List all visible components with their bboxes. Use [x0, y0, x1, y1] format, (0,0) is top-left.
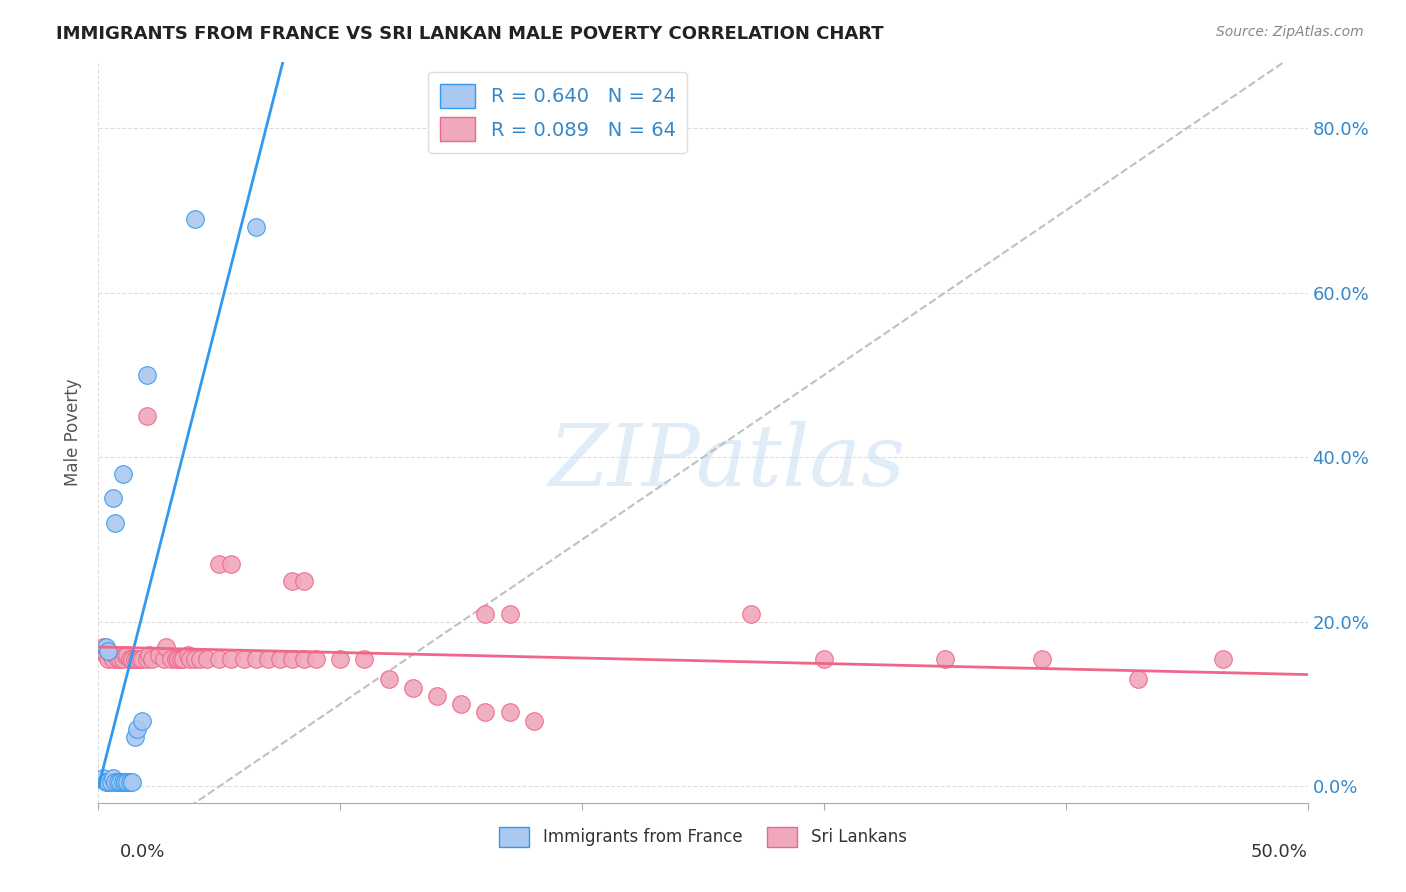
Point [124, 730, 146, 744]
Point [138, 648, 160, 662]
Point [208, 558, 231, 572]
Point [188, 652, 211, 666]
Point [101, 652, 124, 666]
Point [121, 775, 143, 789]
Point [474, 706, 496, 720]
Point [135, 409, 157, 424]
Point [269, 652, 291, 666]
Point [245, 652, 267, 666]
Point [155, 640, 177, 654]
Point [111, 652, 134, 666]
Point [169, 652, 191, 666]
Point [101, 491, 124, 506]
Point [474, 607, 496, 621]
Text: Source: ZipAtlas.com: Source: ZipAtlas.com [1216, 25, 1364, 39]
Point [117, 648, 139, 662]
Point [329, 652, 352, 666]
Point [97, 775, 120, 789]
Point [108, 775, 131, 789]
Point [167, 652, 190, 666]
Point [118, 652, 141, 666]
Y-axis label: Male Poverty: Male Poverty [65, 379, 83, 486]
Point [104, 648, 127, 662]
Point [256, 652, 278, 666]
Point [101, 771, 124, 785]
Point [450, 697, 472, 711]
Point [498, 706, 520, 720]
Text: 0.0%: 0.0% [120, 843, 165, 861]
Point [221, 652, 243, 666]
Point [740, 607, 762, 621]
Point [94, 775, 117, 789]
Point [94, 640, 117, 654]
Point [934, 652, 956, 666]
Point [208, 652, 231, 666]
Point [108, 652, 131, 666]
Text: ZIPatlas: ZIPatlas [548, 421, 905, 504]
Point [221, 558, 243, 572]
Point [118, 775, 141, 789]
Point [245, 219, 267, 234]
Point [107, 775, 129, 789]
Point [353, 652, 375, 666]
Point [100, 648, 122, 662]
Point [124, 652, 146, 666]
Point [100, 775, 122, 789]
Point [127, 722, 149, 736]
Legend: Immigrants from France, Sri Lankans: Immigrants from France, Sri Lankans [492, 820, 914, 854]
Point [135, 368, 157, 382]
Point [111, 467, 134, 481]
Point [179, 652, 201, 666]
Point [127, 652, 149, 666]
Point [104, 775, 127, 789]
Point [172, 652, 194, 666]
Point [114, 648, 136, 662]
Point [148, 648, 170, 662]
Point [177, 648, 200, 662]
Point [426, 689, 449, 703]
Point [1212, 652, 1234, 666]
Point [104, 516, 127, 530]
Point [281, 574, 304, 588]
Text: IMMIGRANTS FROM FRANCE VS SRI LANKAN MALE POVERTY CORRELATION CHART: IMMIGRANTS FROM FRANCE VS SRI LANKAN MAL… [56, 25, 884, 43]
Point [165, 652, 187, 666]
Point [107, 652, 129, 666]
Point [1031, 652, 1053, 666]
Point [131, 652, 153, 666]
Point [281, 652, 304, 666]
Point [292, 652, 315, 666]
Point [141, 652, 163, 666]
Point [128, 652, 150, 666]
Point [1128, 673, 1150, 687]
Point [498, 607, 520, 621]
Point [121, 652, 143, 666]
Point [195, 652, 218, 666]
Point [91, 771, 114, 785]
Text: 50.0%: 50.0% [1251, 843, 1308, 861]
Point [184, 211, 207, 226]
Point [305, 652, 328, 666]
Point [117, 775, 139, 789]
Point [114, 775, 136, 789]
Point [91, 640, 114, 654]
Point [232, 652, 254, 666]
Point [184, 652, 207, 666]
Point [131, 714, 153, 728]
Point [160, 652, 183, 666]
Point [94, 648, 117, 662]
Point [292, 574, 315, 588]
Point [97, 652, 120, 666]
Point [97, 643, 120, 657]
Point [135, 652, 157, 666]
Point [402, 681, 425, 695]
Point [111, 775, 134, 789]
Point [377, 673, 399, 687]
Point [523, 714, 546, 728]
Point [152, 652, 174, 666]
Point [813, 652, 835, 666]
